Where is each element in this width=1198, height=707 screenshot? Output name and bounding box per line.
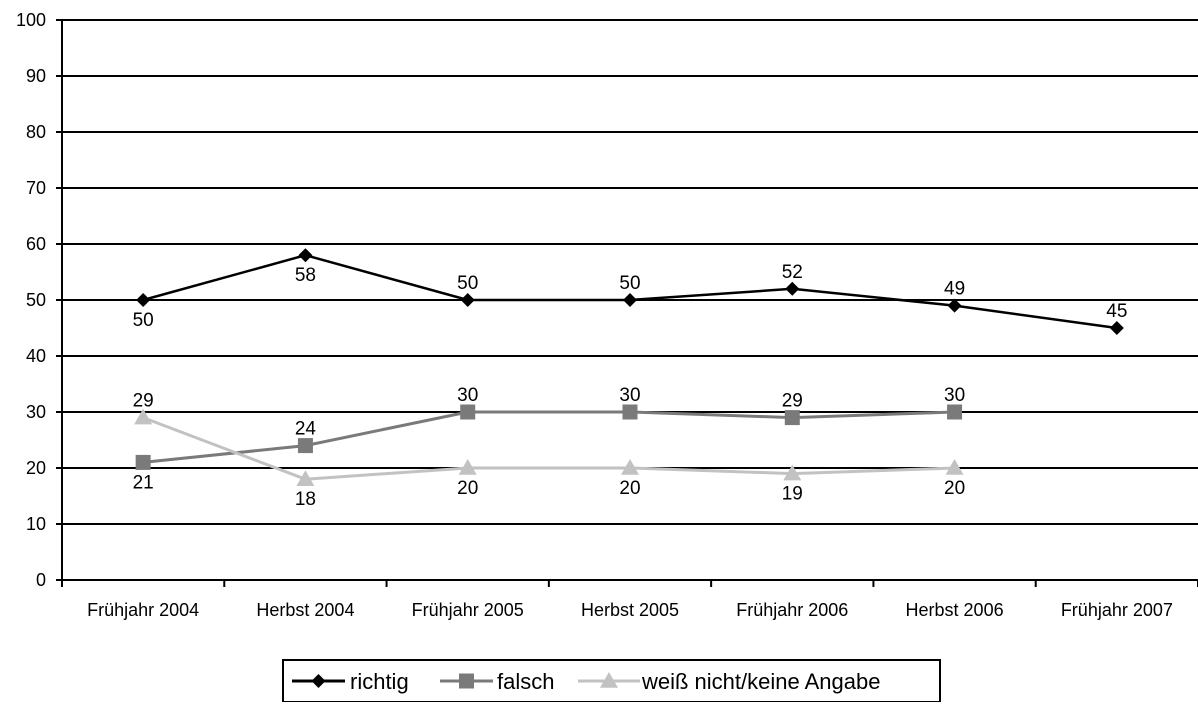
data-point [135,454,151,470]
data-point [134,408,153,425]
data-label: 19 [782,484,803,505]
data-point [785,281,800,296]
legend-item: falsch [440,669,554,694]
x-tick-label: Herbst 2006 [906,600,1004,620]
data-label: 24 [295,419,317,440]
data-point [460,293,475,307]
y-tick-label: 70 [26,178,46,198]
data-label: 50 [457,273,478,294]
data-point [783,464,802,481]
data-point [622,404,638,420]
x-tick-label: Frühjahr 2004 [87,600,199,620]
legend: richtig falsch weiß nicht/keine Angabe [282,659,941,703]
data-label: 20 [619,478,640,499]
data-point [298,248,313,263]
x-tick-label: Herbst 2004 [256,600,354,620]
data-point [947,298,962,313]
data-label: 50 [133,310,154,331]
data-label: 58 [295,265,316,286]
data-label: 20 [944,478,965,499]
series-line [142,416,955,481]
y-tick-label: 60 [26,234,46,254]
data-label: 30 [944,385,965,406]
legend-marker [600,672,618,688]
data-label: 29 [782,391,803,412]
y-tick-label: 10 [26,514,46,534]
y-tick-label: 20 [26,458,46,478]
data-point [1109,321,1124,335]
y-tick-label: 40 [26,346,46,366]
data-point [784,410,800,426]
x-tick-label: Frühjahr 2007 [1061,600,1173,620]
data-point [296,470,315,486]
data-label: 20 [457,478,478,499]
series-wei-nicht-keine-angabe [134,408,964,486]
data-point [947,404,963,420]
x-tick-label: Frühjahr 2005 [412,600,524,620]
legend-item: weiß nicht/keine Angabe [578,669,881,694]
data-point [297,438,313,454]
data-label: 30 [457,385,478,406]
data-label: 50 [619,273,640,294]
data-point [458,459,477,475]
series-falsch [135,404,963,470]
data-label: 18 [295,489,316,510]
y-tick-label: 90 [26,66,46,86]
y-tick-label: 80 [26,122,46,142]
y-tick-label: 50 [26,290,46,310]
data-point [621,459,639,475]
gridlines [62,19,1198,525]
x-tick-label: Frühjahr 2006 [736,600,848,620]
data-point [623,293,637,307]
legend-label: falsch [497,669,554,694]
data-labels: 50 58 50 50 52 49 45 21 24 30 30 29 30 29 18 20 20 19 20 [133,262,1128,510]
axes: 0 10 20 30 40 50 60 70 80 90 100 Frühjahr 2004 Herbs… [16,10,1198,620]
data-point [460,404,476,420]
data-label: 21 [133,472,154,493]
data-point [945,459,964,475]
legend-marker [311,674,326,688]
x-tick-label: Herbst 2005 [581,600,679,620]
data-label: 29 [133,391,154,412]
data-label: 45 [1106,301,1127,322]
legend-label: richtig [350,669,409,694]
y-tick-label: 30 [26,402,46,422]
legend-marker [459,673,474,689]
y-tick-label: 0 [36,570,46,590]
data-point [136,293,151,307]
legend-item: richtig [292,669,409,694]
y-tick-label: 100 [16,10,46,30]
series-richtig [136,248,1124,335]
data-label: 30 [619,385,640,406]
series [134,248,1124,486]
data-label: 52 [782,262,803,283]
series-line [142,410,955,464]
legend-label: weiß nicht/keine Angabe [641,669,881,694]
data-label: 49 [944,279,965,300]
